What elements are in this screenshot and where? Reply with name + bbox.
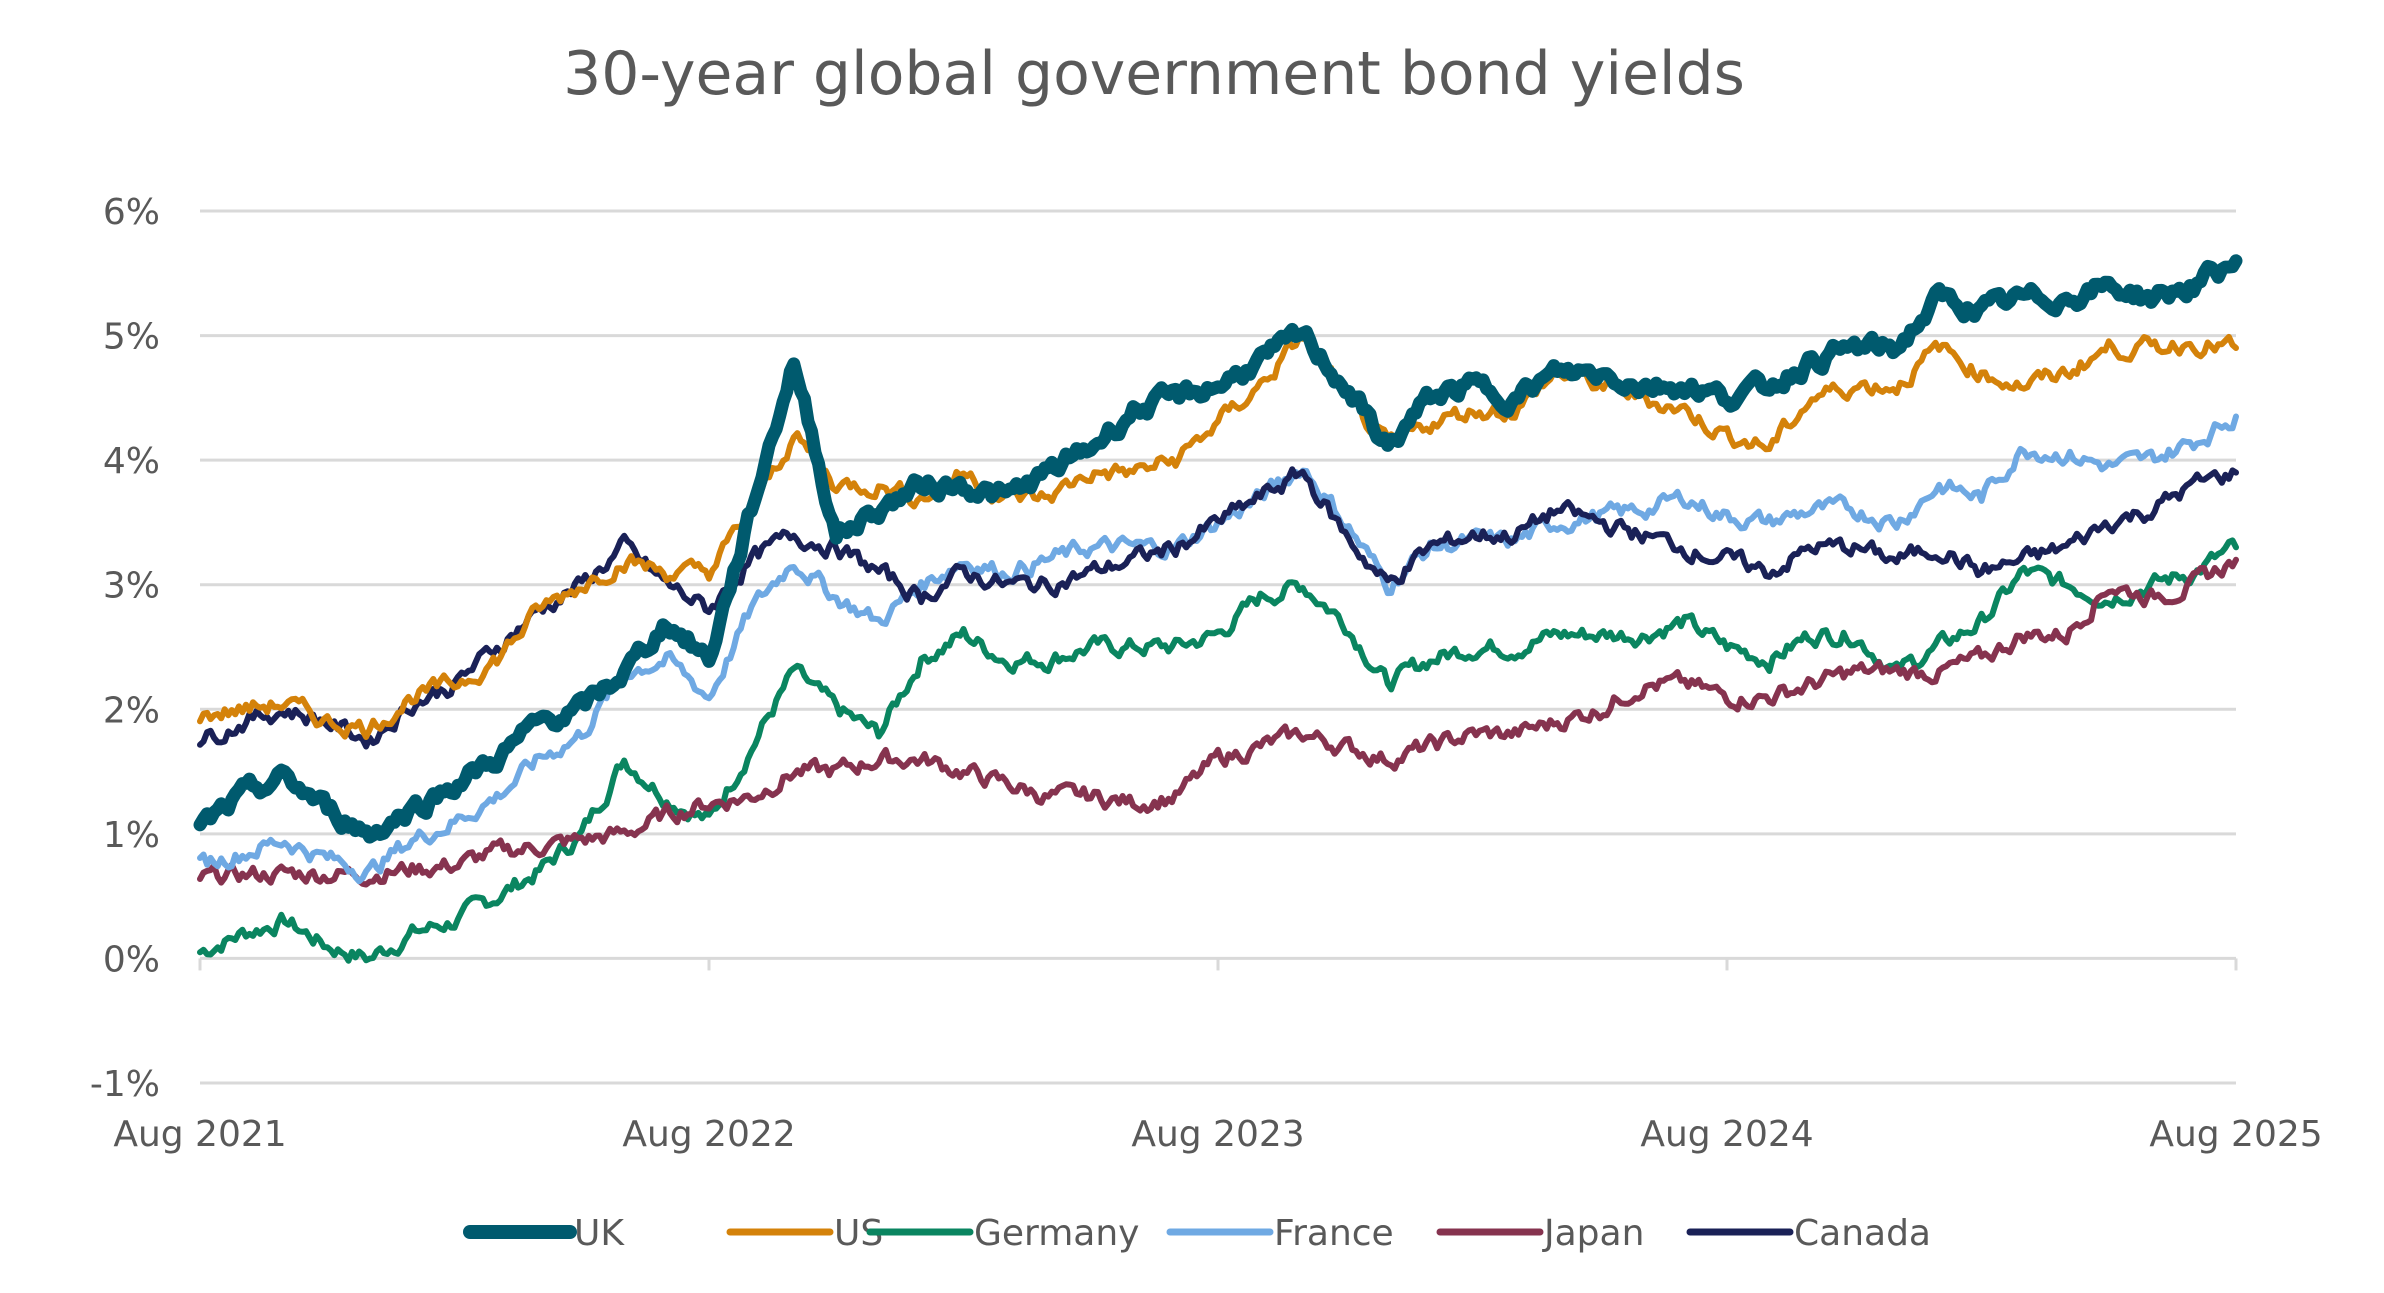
series-line-us: [197, 333, 2239, 740]
y-tick-label: 4%: [103, 441, 160, 482]
y-tick-label: 6%: [103, 192, 160, 233]
x-tick-label: Aug 2024: [1640, 1114, 1813, 1155]
x-tick-label: Aug 2025: [2149, 1114, 2322, 1155]
legend-label-canada: Canada: [1794, 1213, 1931, 1254]
y-axis-ticks: -1% 0% 1% 2% 3% 4% 5% 6%: [90, 192, 160, 1105]
y-tick-label: 0%: [103, 939, 160, 980]
series-line-uk: [193, 254, 2243, 844]
chart-title: 30-year global government bond yields: [563, 39, 1745, 109]
y-tick-label: 1%: [103, 815, 160, 856]
legend-label-germany: Germany: [974, 1213, 1139, 1254]
y-tick-label: 5%: [103, 317, 160, 358]
y-tick-label: 3%: [103, 566, 160, 607]
series-line-germany: [197, 537, 2239, 964]
y-tick-label: 2%: [103, 690, 160, 731]
legend-label-france: France: [1274, 1213, 1394, 1254]
x-tick-label: Aug 2021: [113, 1114, 286, 1155]
y-tick-label: -1%: [90, 1064, 160, 1105]
x-tick-label: Aug 2023: [1131, 1114, 1304, 1155]
gridlines: [198, 209, 2238, 1085]
series-line-canada: [197, 466, 2239, 750]
x-axis-ticks: Aug 2021 Aug 2022 Aug 2023 Aug 2024 Aug 2025: [113, 1114, 2322, 1155]
x-tick-label: Aug 2022: [622, 1114, 795, 1155]
series-lines: [193, 254, 2243, 964]
legend: UK US Germany France Japan Canada: [463, 1213, 1931, 1254]
legend-label-uk: UK: [574, 1213, 625, 1254]
legend-label-japan: Japan: [1542, 1213, 1644, 1254]
series-line-japan: [197, 556, 2239, 888]
